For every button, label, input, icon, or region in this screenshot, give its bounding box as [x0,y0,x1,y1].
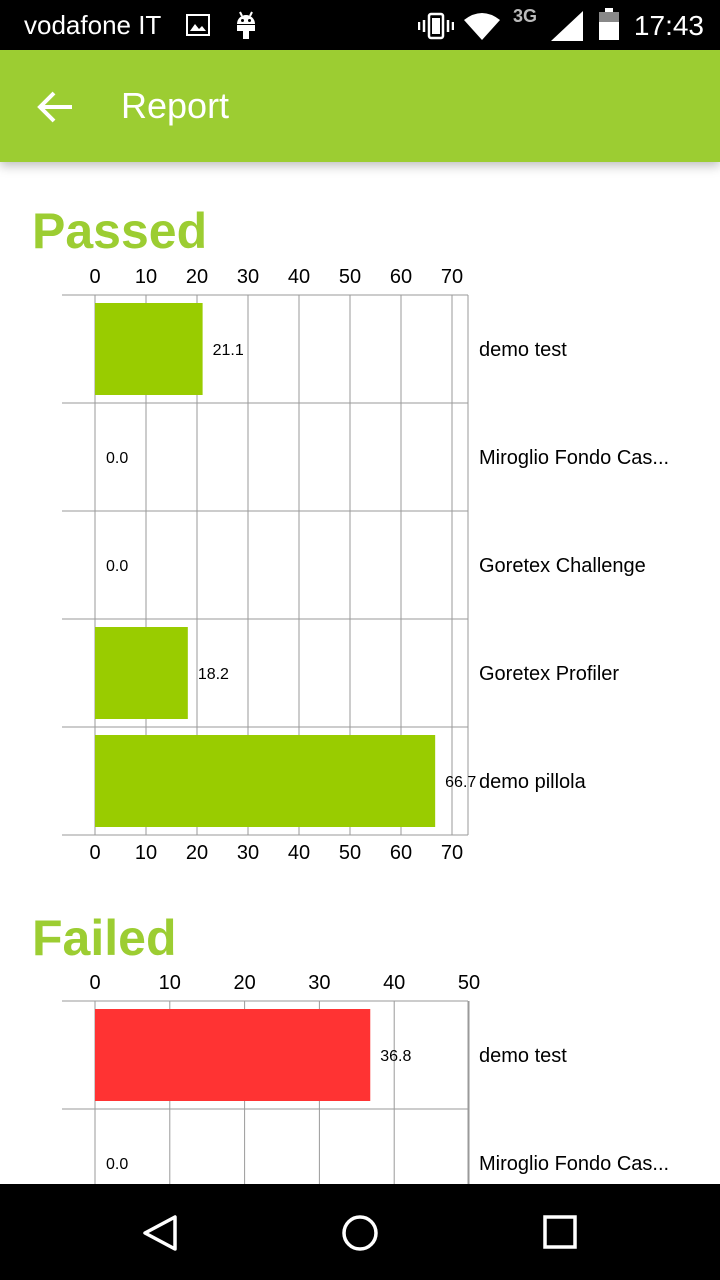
tick-label-bottom: 50 [339,842,361,864]
category-label: Miroglio Fondo Cas... [479,1153,669,1175]
arrow-back-icon[interactable] [36,87,76,127]
back-triangle-icon[interactable] [142,1214,178,1252]
page-title: Report [121,85,230,126]
vibrate-icon [418,12,454,40]
navigation-bar [0,1184,720,1280]
tick-label-bottom: 30 [237,842,259,864]
report-content[interactable]: Passed 0 10 20 30 40 50 60 70 0 10 20 30 40 50 60 70 21.… [0,162,720,1184]
tick-label-bottom: 40 [288,842,310,864]
battery-icon [599,8,619,40]
tick-label-top: 30 [308,973,330,994]
wifi-icon [464,13,500,40]
tick-label-top: 10 [159,973,181,994]
clock: 17:43 [633,10,704,41]
bar-value-label: 36.8 [380,1048,411,1065]
category-label: demo test [479,1045,567,1067]
tick-label-bottom: 70 [441,842,463,864]
tick-label-top: 20 [233,973,255,994]
bar-value-label: 18.2 [198,666,229,683]
category-label: demo pillola [479,771,587,793]
bar-value-label: 66.7 [445,774,476,791]
tick-label-bottom: 60 [390,842,412,864]
tick-label-top: 70 [441,267,463,288]
passed-chart: 0 10 20 30 40 50 60 70 0 10 20 30 40 50 60 70 21.1 demo t… [62,267,669,864]
tick-label-top: 40 [288,267,310,288]
failed-chart: 0 10 20 30 40 50 36.8 demo test 0.0 Miroglio Fond… [62,973,669,1184]
image-icon [186,14,210,36]
tick-label-top: 10 [135,267,157,288]
bar-value-label: 0.0 [106,558,128,575]
tick-label-top: 20 [186,267,208,288]
failed-section-title: Failed [32,910,177,966]
recents-square-icon[interactable] [543,1215,577,1249]
category-label: Miroglio Fondo Cas... [479,447,669,469]
tick-label-bottom: 0 [89,842,100,864]
category-label: demo test [479,339,567,361]
bar [95,1009,371,1101]
home-circle-icon[interactable] [341,1214,379,1252]
carrier-name: vodafone IT [24,10,162,40]
bar-value-label: 0.0 [106,450,128,467]
status-bar: vodafone IT 3G 17:43 [0,0,720,50]
network-type: 3G [513,6,538,26]
category-label: Goretex Profiler [479,663,619,685]
tick-label-top: 40 [383,973,405,994]
bar-value-label: 0.0 [106,1156,128,1173]
tick-label-top: 50 [458,973,480,994]
bar [95,627,188,719]
bar [95,735,436,827]
passed-section-title: Passed [32,203,208,259]
tick-label-top: 0 [89,973,100,994]
tick-label-top: 50 [339,267,361,288]
app-bar: Report [0,50,720,162]
category-label: Goretex Challenge [479,555,646,577]
tick-label-top: 30 [237,267,259,288]
tick-label-bottom: 20 [186,842,208,864]
tick-label-bottom: 10 [135,842,157,864]
bar-value-label: 21.1 [213,342,244,359]
bar [95,303,203,395]
tick-label-top: 0 [89,267,100,288]
tick-label-top: 60 [390,267,412,288]
signal-icon [551,11,583,41]
android-icon [237,11,255,39]
